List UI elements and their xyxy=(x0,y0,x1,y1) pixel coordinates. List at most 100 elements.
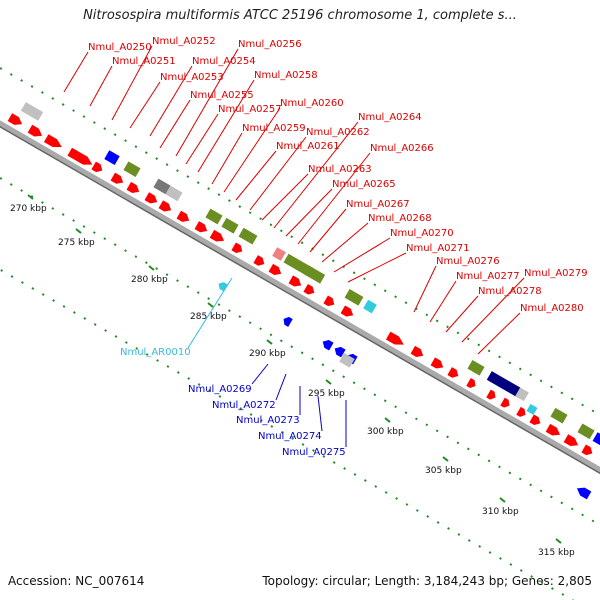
gene-label: Nmul_A0258 xyxy=(254,70,318,81)
track-guide xyxy=(0,177,600,526)
topology-text: Topology: circular; Length: 3,184,243 bp… xyxy=(262,574,592,588)
kbp-label: 275 kbp xyxy=(58,238,95,248)
leader-line xyxy=(321,222,369,263)
misc-feature xyxy=(550,407,568,424)
leader-line xyxy=(297,152,371,245)
kbp-label: 305 kbp xyxy=(425,466,462,476)
forward-gene xyxy=(268,263,282,275)
gene-label: Nmul_A0279 xyxy=(524,268,588,279)
gene-label: Nmul_A0276 xyxy=(436,256,500,267)
forward-gene xyxy=(516,406,526,417)
backbone-edge xyxy=(0,125,600,475)
forward-gene xyxy=(43,134,62,148)
forward-gene xyxy=(209,229,225,242)
kbp-tick xyxy=(325,379,332,385)
forward-gene xyxy=(430,357,444,369)
kbp-label: 300 kbp xyxy=(367,427,404,437)
leader-layer xyxy=(63,45,525,447)
gene-label: Nmul_A0275 xyxy=(282,447,346,458)
kbp-label: 285 kbp xyxy=(190,312,227,322)
forward-gene xyxy=(288,275,302,287)
track-guide xyxy=(0,268,575,600)
leader-line xyxy=(477,312,521,355)
reverse-gene xyxy=(576,487,592,500)
tick-layer xyxy=(0,67,600,600)
forward-gene xyxy=(67,147,93,165)
forward-gene xyxy=(110,172,124,184)
kbp-label: 315 kbp xyxy=(538,548,575,558)
leader-line xyxy=(185,113,219,165)
gene-label: Nmul_A0273 xyxy=(236,415,300,426)
gene-label: Nmul_A0251 xyxy=(112,56,176,67)
gene-label: Nmul_A0250 xyxy=(88,42,152,53)
gene-label: Nmul_A0264 xyxy=(358,112,422,123)
leader-line xyxy=(413,265,437,313)
gene-label: Nmul_A0259 xyxy=(242,123,306,134)
gene-label: Nmul_A0256 xyxy=(238,39,302,50)
leader-line xyxy=(223,107,281,193)
forward-gene xyxy=(466,378,476,389)
forward-gene xyxy=(385,331,404,345)
rna-feature xyxy=(218,282,228,292)
forward-gene xyxy=(158,200,172,212)
leader-line xyxy=(129,81,161,129)
leader-line xyxy=(461,277,525,343)
misc-feature xyxy=(302,264,326,284)
leader-line xyxy=(175,48,239,157)
kbp-label: 270 kbp xyxy=(10,204,47,214)
forward-gene xyxy=(486,389,496,400)
leader-line xyxy=(89,65,113,107)
kbp-tick xyxy=(27,194,34,200)
kbp-label: 295 kbp xyxy=(308,389,345,399)
leader-line xyxy=(251,363,269,385)
forward-gene xyxy=(144,192,158,204)
misc-feature xyxy=(221,217,239,234)
leader-line xyxy=(285,188,333,237)
gene-label: Nmul_A0263 xyxy=(308,164,372,175)
misc-feature xyxy=(363,299,377,314)
misc-feature xyxy=(238,227,258,245)
misc-feature xyxy=(515,387,529,402)
misc-feature xyxy=(577,423,595,440)
gene-label: Nmul_A0268 xyxy=(368,213,432,224)
kbp-label: 280 kbp xyxy=(131,275,168,285)
rna-feature xyxy=(526,403,538,415)
label-layer: 270 kbp 275 kbp 280 kbp 285 kbp 290 kbp 295 k… xyxy=(10,36,588,558)
forward-gene xyxy=(27,124,43,137)
misc-feature xyxy=(467,359,485,376)
accession-text: Accession: NC_007614 xyxy=(8,574,145,588)
kbp-tick xyxy=(207,302,214,308)
kbp-tick xyxy=(442,456,449,462)
map-title: Nitrosospira multiformis ATCC 25196 chro… xyxy=(83,8,517,23)
kbp-tick xyxy=(499,497,506,503)
rna-label: Nmul_AR0010 xyxy=(120,347,191,358)
leader-line xyxy=(317,395,323,432)
gene-label: Nmul_A0267 xyxy=(346,199,410,210)
forward-gene xyxy=(563,434,579,446)
gene-label: Nmul_A0265 xyxy=(332,179,396,190)
gene-label: Nmul_A0266 xyxy=(370,143,434,154)
forward-gene xyxy=(303,284,315,295)
forward-gene xyxy=(447,367,459,378)
gene-label: Nmul_A0277 xyxy=(456,271,520,282)
gene-label: Nmul_A0255 xyxy=(190,90,254,101)
forward-gene xyxy=(581,444,593,456)
forward-gene xyxy=(323,295,335,307)
gene-label: Nmul_A0252 xyxy=(152,36,216,47)
forward-gene xyxy=(7,113,23,125)
forward-gene xyxy=(194,221,208,233)
kbp-tick xyxy=(148,265,155,271)
leader-line xyxy=(275,373,287,401)
leader-line xyxy=(273,121,359,229)
leader-line xyxy=(429,280,457,323)
feature-layer xyxy=(7,102,600,500)
misc-feature xyxy=(104,150,120,165)
kbp-tick xyxy=(75,228,82,234)
leader-line xyxy=(149,65,193,137)
gray-feature xyxy=(339,352,355,368)
gene-label: Nmul_A0253 xyxy=(160,72,224,83)
leader-line xyxy=(63,51,89,93)
forward-gene xyxy=(126,181,140,193)
reverse-gene xyxy=(283,316,293,327)
